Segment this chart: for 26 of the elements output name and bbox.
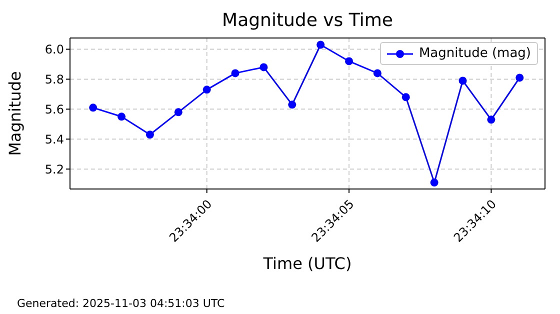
y-tick-label: 5.2: [44, 162, 64, 176]
x-axis-title: Time (UTC): [262, 254, 352, 273]
y-tick-label: 5.4: [44, 132, 64, 146]
point: [202, 86, 211, 94]
y-tick-label: 5.8: [44, 72, 64, 86]
point: [487, 116, 496, 124]
point: [174, 108, 182, 116]
y-axis-title: Magnitude: [6, 71, 25, 156]
text: Generated: 2025-11-03 04:51:03 UTC: [17, 297, 225, 310]
point: [118, 112, 126, 121]
point: [260, 63, 268, 72]
point: [89, 104, 98, 112]
point: [288, 100, 296, 109]
point: [231, 69, 240, 78]
point: [316, 40, 325, 49]
y-tick-label: 6.0: [44, 42, 64, 56]
point: [516, 74, 524, 82]
point: [345, 57, 354, 66]
point: [430, 178, 438, 187]
point: [402, 93, 410, 102]
point: [373, 69, 382, 78]
point: [458, 76, 467, 85]
legend-label: Magnitude (mag): [418, 46, 531, 61]
chart-title: Magnitude vs Time: [221, 10, 394, 31]
y-tick-label: 5.6: [44, 102, 64, 116]
point: [146, 130, 154, 139]
